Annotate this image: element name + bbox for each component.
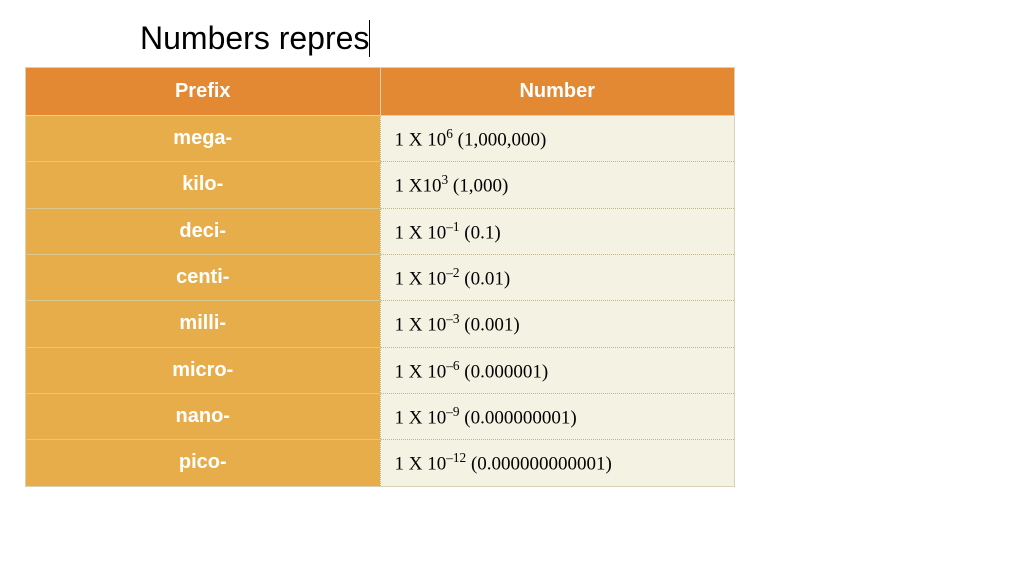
- table-row: nano-1 X 10–9 (0.000000001): [26, 393, 735, 439]
- page-container: Numbers repres Prefix Number mega-1 X 10…: [0, 0, 1024, 507]
- number-exponent: 6: [446, 126, 453, 141]
- number-cell: 1 X 10–2 (0.01): [380, 254, 735, 300]
- table-body: mega-1 X 106 (1,000,000)kilo-1 X103 (1,0…: [26, 116, 735, 487]
- prefix-cell: nano-: [26, 393, 381, 439]
- number-decimal: (0.1): [460, 222, 501, 243]
- prefix-cell: mega-: [26, 116, 381, 162]
- number-cell: 1 X 10–3 (0.001): [380, 301, 735, 347]
- table-row: kilo-1 X103 (1,000): [26, 162, 735, 208]
- number-exponent: –12: [446, 450, 466, 465]
- number-decimal: (0.000001): [460, 361, 549, 382]
- number-exponent: –6: [446, 358, 459, 373]
- number-base: 1 X10: [395, 176, 442, 197]
- col-header-number: Number: [380, 68, 735, 116]
- number-base: 1 X 10: [395, 129, 447, 150]
- prefix-cell: kilo-: [26, 162, 381, 208]
- number-decimal: (0.000000000001): [466, 454, 612, 475]
- number-base: 1 X 10: [395, 454, 447, 475]
- number-decimal: (1,000): [448, 176, 508, 197]
- table-row: mega-1 X 106 (1,000,000): [26, 116, 735, 162]
- number-cell: 1 X103 (1,000): [380, 162, 735, 208]
- number-base: 1 X 10: [395, 222, 447, 243]
- prefix-table: Prefix Number mega-1 X 106 (1,000,000)ki…: [25, 67, 735, 487]
- number-decimal: (0.000000001): [460, 407, 577, 428]
- number-base: 1 X 10: [395, 315, 447, 336]
- prefix-cell: centi-: [26, 254, 381, 300]
- number-decimal: (0.001): [460, 315, 520, 336]
- number-exponent: –2: [446, 265, 459, 280]
- number-decimal: (1,000,000): [453, 129, 546, 150]
- prefix-cell: milli-: [26, 301, 381, 347]
- number-base: 1 X 10: [395, 268, 447, 289]
- number-cell: 1 X 10–1 (0.1): [380, 208, 735, 254]
- number-base: 1 X 10: [395, 407, 447, 428]
- number-base: 1 X 10: [395, 361, 447, 382]
- table-row: milli-1 X 10–3 (0.001): [26, 301, 735, 347]
- table-row: deci-1 X 10–1 (0.1): [26, 208, 735, 254]
- prefix-cell: deci-: [26, 208, 381, 254]
- col-header-prefix: Prefix: [26, 68, 381, 116]
- prefix-cell: micro-: [26, 347, 381, 393]
- number-exponent: –1: [446, 219, 459, 234]
- table-row: micro-1 X 10–6 (0.000001): [26, 347, 735, 393]
- number-cell: 1 X 10–12 (0.000000000001): [380, 440, 735, 486]
- table-row: pico-1 X 10–12 (0.000000000001): [26, 440, 735, 486]
- prefix-cell: pico-: [26, 440, 381, 486]
- table-row: centi-1 X 10–2 (0.01): [26, 254, 735, 300]
- page-title: Numbers repres: [140, 20, 370, 57]
- number-exponent: –3: [446, 311, 459, 326]
- number-decimal: (0.01): [460, 268, 511, 289]
- number-exponent: –9: [446, 404, 459, 419]
- number-cell: 1 X 10–9 (0.000000001): [380, 393, 735, 439]
- number-cell: 1 X 10–6 (0.000001): [380, 347, 735, 393]
- number-cell: 1 X 106 (1,000,000): [380, 116, 735, 162]
